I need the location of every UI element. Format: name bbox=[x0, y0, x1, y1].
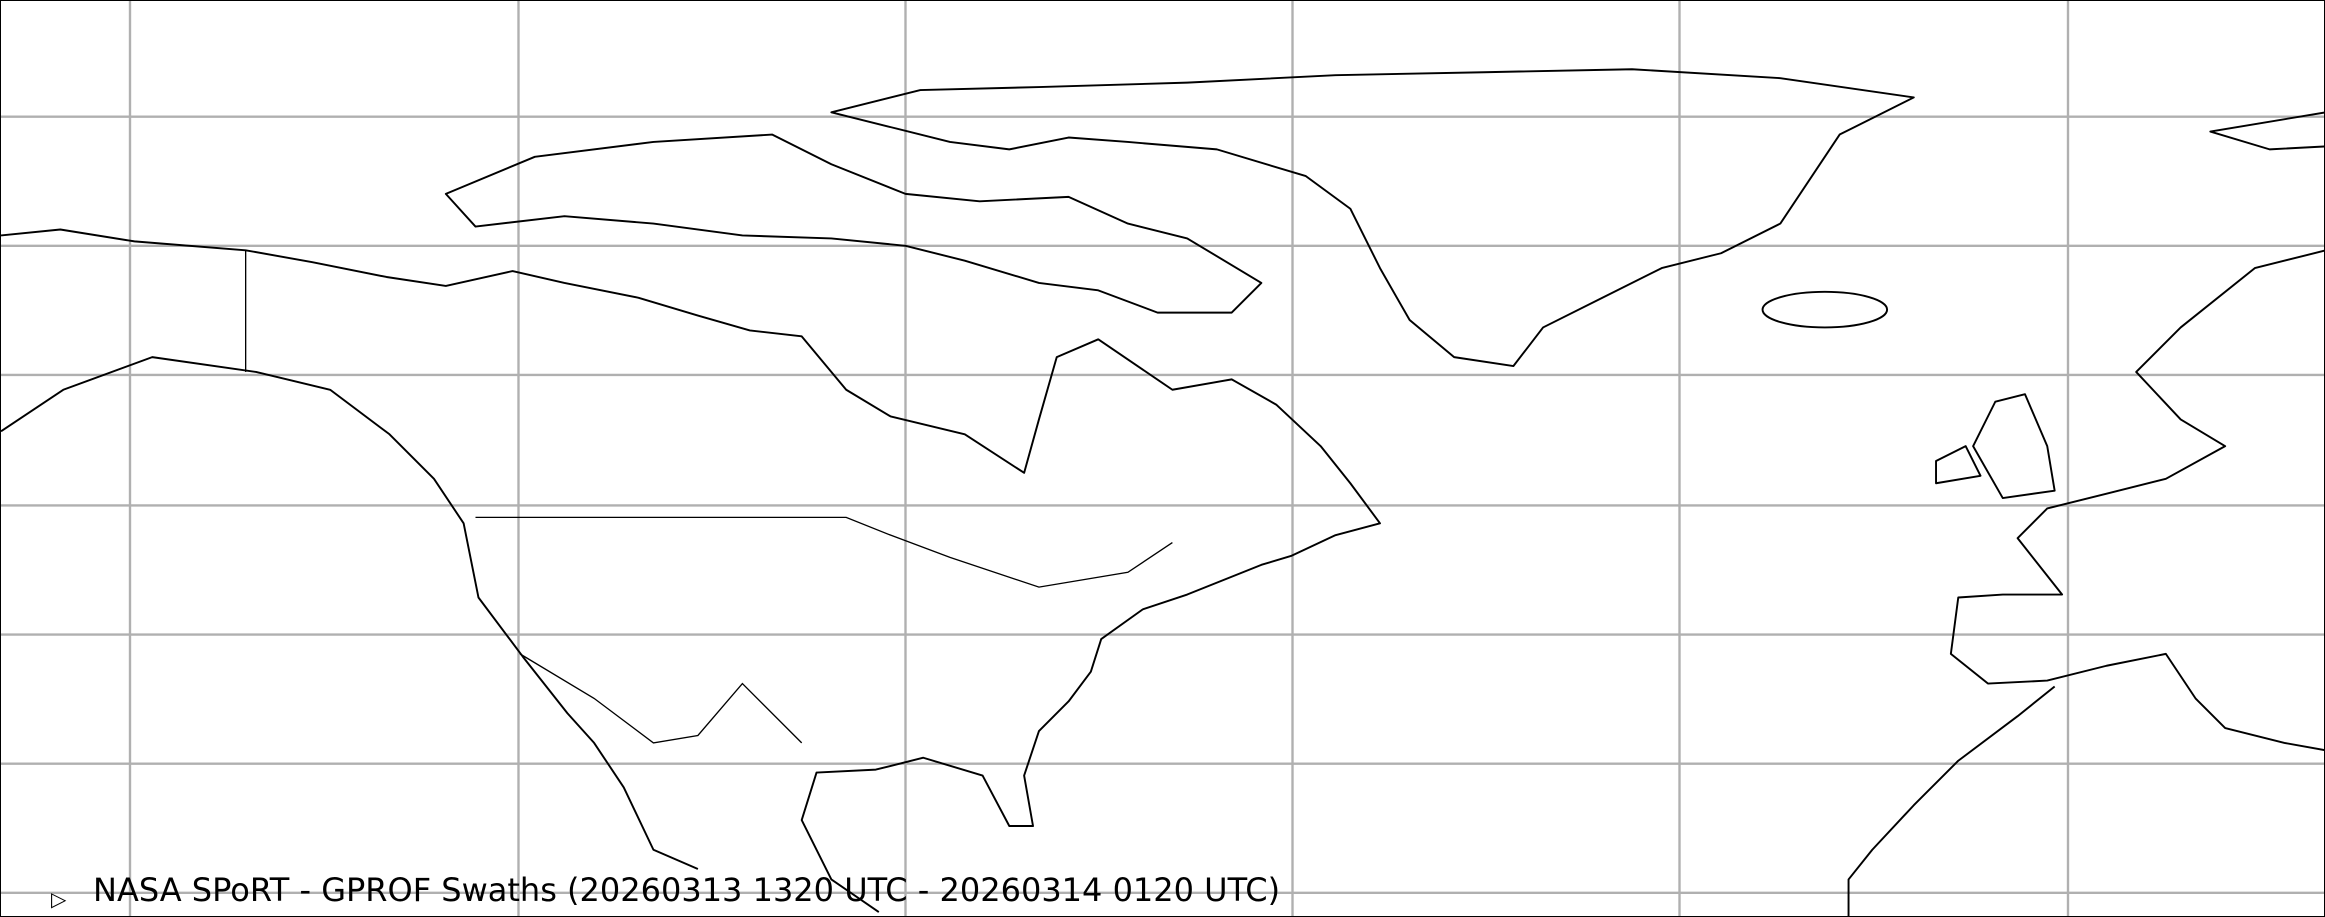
arctic-islands-coastline bbox=[444, 133, 1263, 314]
us-canada-border bbox=[475, 516, 1173, 588]
map-title: NASA SPoRT - GPROF Swaths (20260313 1320… bbox=[93, 871, 1281, 909]
swath-outline-icon: ▷ bbox=[51, 887, 67, 911]
iceland-coastline bbox=[1761, 290, 1889, 329]
us-mexico-border bbox=[519, 653, 803, 744]
greenland-coastline bbox=[830, 68, 1915, 367]
africa-coastline bbox=[1847, 685, 2056, 916]
europe-coastline bbox=[1949, 111, 2324, 751]
north-america-coastline bbox=[1, 228, 1381, 913]
british-isles-coastline bbox=[1935, 393, 2056, 500]
